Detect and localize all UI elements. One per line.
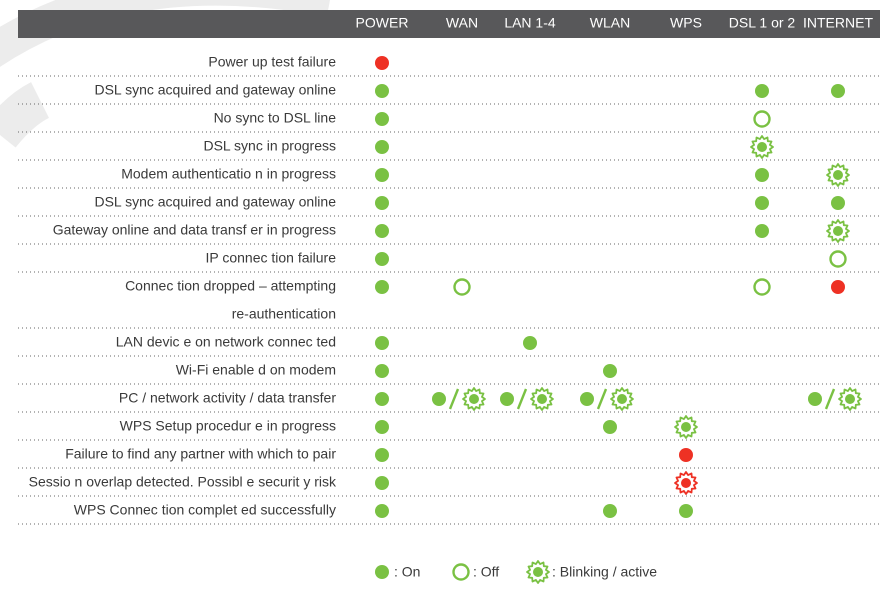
led-on [755,84,769,98]
led-blink-core [681,422,691,432]
column-header: DSL 1 or 2 [729,15,796,31]
row-label: WPS Connec tion complet ed successfully [74,502,336,518]
led-blink-core [833,226,843,236]
led-red [679,448,693,462]
led-on [375,565,389,579]
row-label: WPS Setup procedur e in progress [120,418,336,434]
led-blink-core [681,478,691,488]
led-blink-core [757,142,767,152]
led-red [375,56,389,70]
led-off [453,278,471,296]
row-label: re-authentication [232,306,336,322]
led-on [375,448,389,462]
led-off [452,563,470,581]
led-on [603,364,617,378]
column-header: WPS [670,15,702,31]
row-label: Connec tion dropped – attempting [125,278,336,294]
led-on [500,392,514,406]
column-header: WAN [446,15,478,31]
slash [824,388,836,410]
led-on [755,196,769,210]
row-label: IP connec tion failure [206,250,337,266]
led-on [375,112,389,126]
background-swoosh [0,82,50,148]
led-on [603,504,617,518]
legend-text: : Blinking / active [552,564,657,580]
led-on [375,252,389,266]
column-header: WLAN [590,15,630,31]
row-label: Sessio n overlap detected. Possibl e sec… [29,474,337,490]
legend-text: : Off [473,564,499,580]
column-header: LAN 1-4 [504,15,556,31]
row-label: No sync to DSL line [214,110,337,126]
led-blink-core [845,394,855,404]
led-blink-core [533,567,543,577]
led-on [432,392,446,406]
led-on [523,336,537,350]
row-label: Wi-Fi enable d on modem [176,362,336,378]
led-on [603,420,617,434]
led-on [375,420,389,434]
row-label: Gateway online and data transf er in pro… [53,222,336,238]
row-label: Failure to find any partner with which t… [65,446,336,462]
row-label: PC / network activity / data transfer [119,390,336,406]
legend-text: : On [394,564,420,580]
led-on [679,504,693,518]
slash [448,388,460,410]
led-on [375,168,389,182]
led-off [829,250,847,268]
led-blink-core [833,170,843,180]
row-label: LAN devic e on network connec ted [116,334,336,350]
column-header: POWER [356,15,409,31]
row-label: DSL sync acquired and gateway online [94,82,336,98]
led-blink-core [537,394,547,404]
led-on [375,392,389,406]
led-blink-core [617,394,627,404]
led-on [375,364,389,378]
led-on [375,504,389,518]
slash [516,388,528,410]
led-off [753,278,771,296]
slash [596,388,608,410]
row-label: DSL sync in progress [203,138,336,154]
led-on [375,280,389,294]
led-on [755,168,769,182]
led-on [580,392,594,406]
led-on [831,84,845,98]
column-header: INTERNET [803,15,873,31]
led-on [375,196,389,210]
led-on [375,84,389,98]
led-on [755,224,769,238]
led-on [375,476,389,490]
led-on [375,140,389,154]
led-on [375,336,389,350]
row-label: Modem authenticatio n in progress [121,166,336,182]
led-off [753,110,771,128]
row-label: DSL sync acquired and gateway online [94,194,336,210]
led-red [831,280,845,294]
row-label: Power up test failure [208,54,336,70]
led-blink-core [469,394,479,404]
content: POWER WAN LAN 1-4 WLAN WPS DSL 1 or 2 INTERNET… [18,15,880,584]
led-on [808,392,822,406]
led-on [375,224,389,238]
header-bar [18,10,880,38]
led-on [831,196,845,210]
